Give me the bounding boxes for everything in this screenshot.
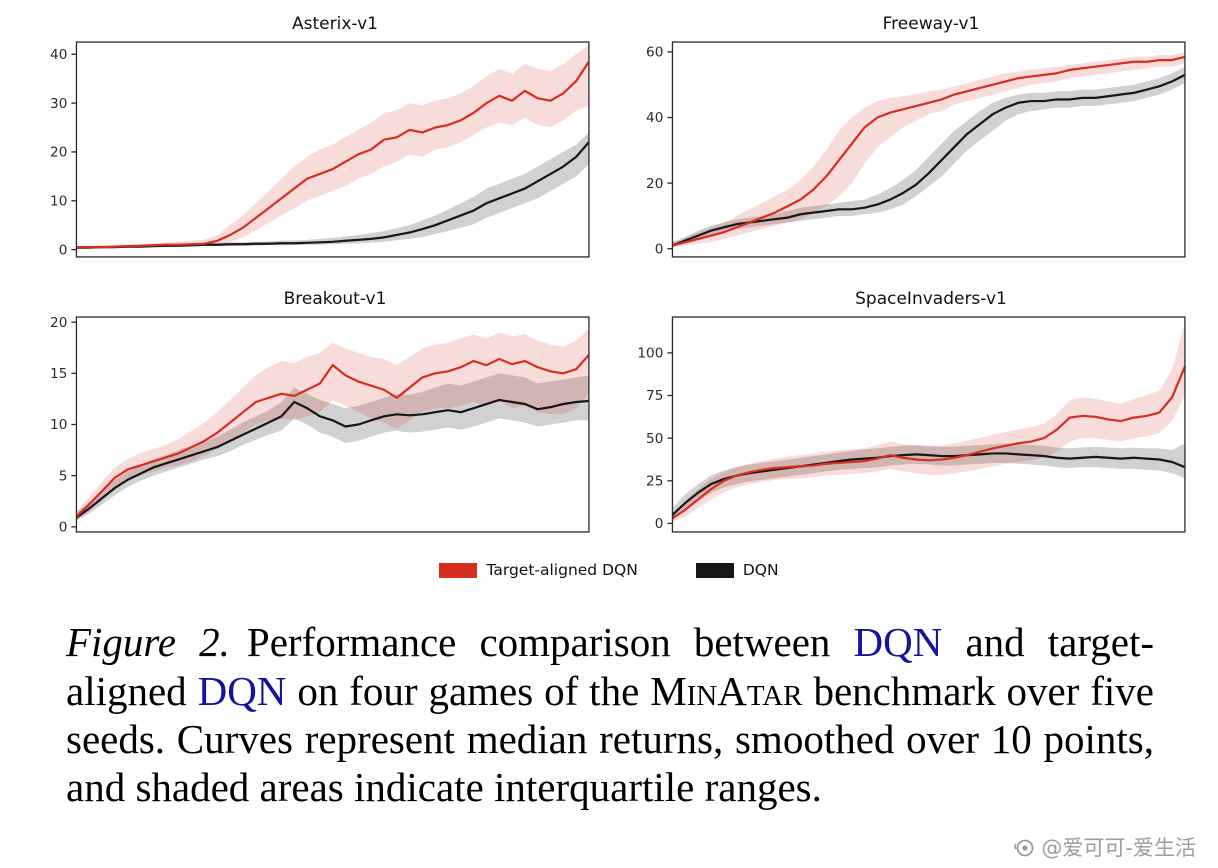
asterix-line-chart: 0 10 20 30 40 (50, 41, 590, 258)
figure-caption: Figure 2. Performance comparison between … (66, 619, 1154, 811)
svg-text:60: 60 (646, 45, 663, 61)
chart-legend: Target-aligned DQN DQN (26, 558, 1192, 582)
plot-freeway: Freeway-v1 0 20 40 60 (622, 12, 1192, 275)
watermark-text: @爱可可-爱生活 (1041, 836, 1196, 860)
svg-text:75: 75 (646, 388, 663, 404)
svg-text:30: 30 (50, 96, 67, 112)
svg-text:5: 5 (59, 468, 68, 484)
svg-text:20: 20 (50, 145, 67, 161)
breakout-line-chart: 0 5 10 15 20 (50, 315, 590, 536)
svg-text:25: 25 (646, 474, 663, 490)
legend-swatch-red (439, 562, 478, 578)
plot-title-spaceinvaders: SpaceInvaders-v1 (855, 289, 1007, 310)
svg-text:0: 0 (59, 520, 68, 536)
svg-text:0: 0 (655, 516, 664, 532)
plot-title-breakout: Breakout-v1 (283, 289, 387, 310)
plot-title-freeway: Freeway-v1 (882, 14, 980, 34)
watermark-icon (1014, 839, 1034, 857)
svg-text:40: 40 (646, 110, 663, 126)
legend-label-target-aligned-dqn: Target-aligned DQN (486, 561, 638, 580)
legend-swatch-black (695, 562, 734, 578)
svg-text:0: 0 (59, 242, 68, 258)
plot-asterix: Asterix-v1 0 10 20 30 40 (26, 12, 596, 275)
svg-text:15: 15 (50, 366, 67, 382)
figure-plots-grid: Asterix-v1 0 10 20 30 40 Freeway-v1 0 20 40 60 … (26, 12, 1192, 550)
svg-text:20: 20 (646, 176, 663, 192)
svg-text:10: 10 (50, 417, 67, 433)
legend-label-dqn: DQN (742, 561, 779, 580)
svg-text:20: 20 (50, 315, 67, 331)
svg-text:0: 0 (655, 241, 664, 257)
watermark: @爱可可-爱生活 (1013, 832, 1196, 862)
plot-spaceinvaders: SpaceInvaders-v1 0 25 50 75 100 (622, 287, 1192, 550)
svg-text:50: 50 (646, 431, 663, 447)
svg-text:100: 100 (637, 346, 663, 362)
legend-item-target-aligned-dqn: Target-aligned DQN (439, 561, 638, 580)
svg-text:10: 10 (50, 194, 67, 210)
legend-item-dqn: DQN (695, 561, 779, 580)
plot-title-asterix: Asterix-v1 (292, 14, 378, 34)
spaceinvaders-line-chart: 0 25 50 75 100 (637, 316, 1186, 533)
paper-figure: Asterix-v1 0 10 20 30 40 Freeway-v1 0 20 40 60 … (26, 12, 1192, 811)
plot-breakout: Breakout-v1 0 5 10 15 20 (26, 287, 596, 550)
svg-text:40: 40 (50, 47, 67, 63)
freeway-line-chart: 0 20 40 60 (646, 41, 1186, 258)
